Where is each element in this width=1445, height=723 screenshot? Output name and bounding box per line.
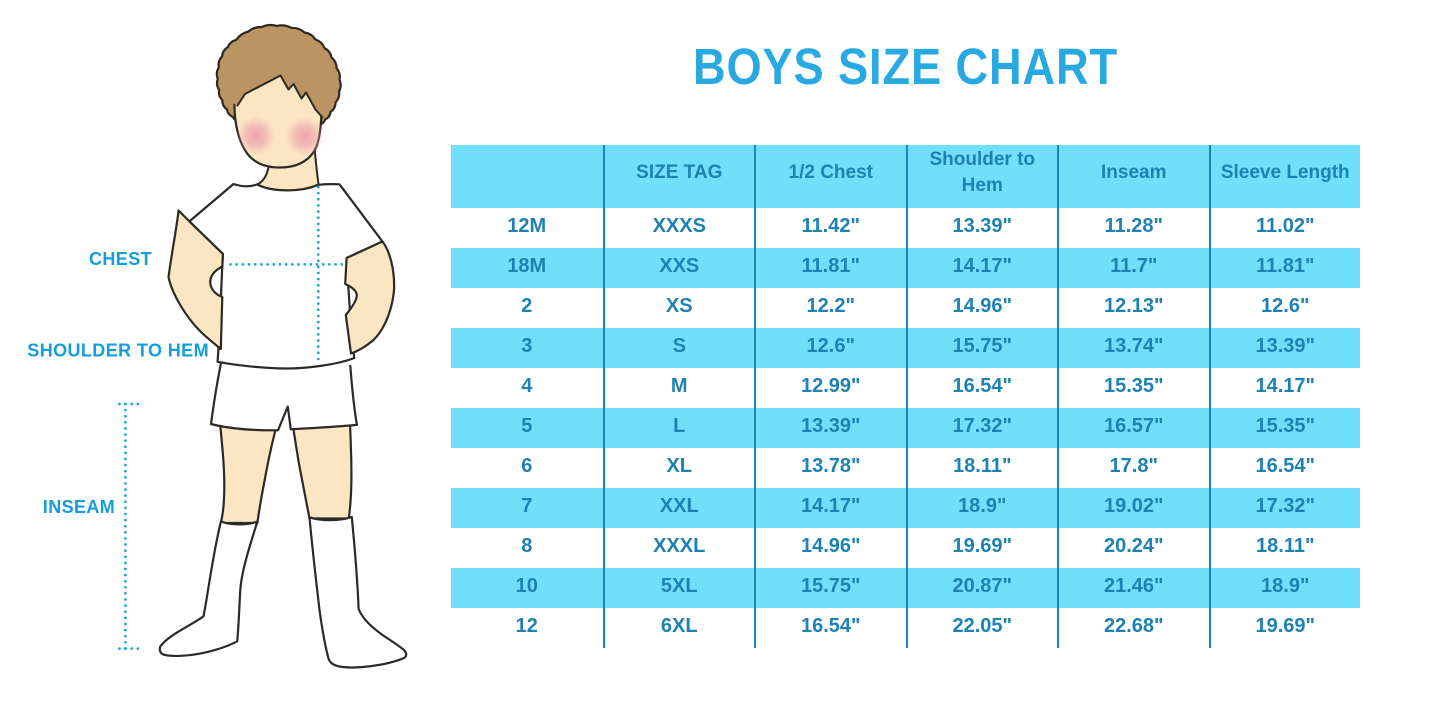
svg-text:SHOULDER TO HEM: SHOULDER TO HEM (27, 341, 209, 361)
svg-text:INSEAM: INSEAM (43, 497, 115, 517)
svg-text:CHEST: CHEST (89, 249, 152, 269)
